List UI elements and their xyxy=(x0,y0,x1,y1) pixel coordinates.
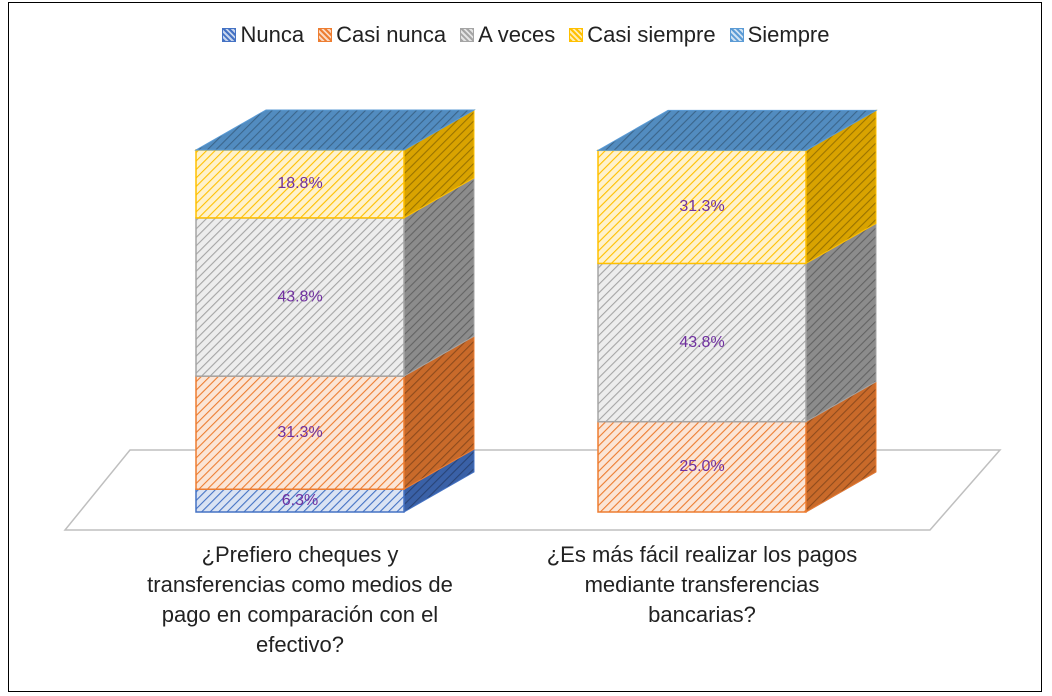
legend-item: Nunca xyxy=(222,22,304,48)
legend-label: Nunca xyxy=(240,22,305,47)
data-label: 31.3% xyxy=(679,198,724,215)
legend-swatch xyxy=(569,28,584,42)
bar-segment xyxy=(195,375,405,490)
legend-swatch xyxy=(318,28,333,42)
bar-segment xyxy=(597,420,807,513)
legend-label: A veces xyxy=(478,22,556,47)
legend-item: Siempre xyxy=(729,22,830,48)
bar-segment xyxy=(597,262,807,423)
bar-segment xyxy=(195,217,405,377)
legend-label: Casi siempre xyxy=(587,22,716,47)
legend-item: A veces xyxy=(460,22,555,48)
data-label: 43.8% xyxy=(679,334,724,351)
data-label: 18.8% xyxy=(277,175,322,192)
bar-segment xyxy=(597,149,807,265)
x-tick-label: ¿Prefiero cheques y transferencias como … xyxy=(147,542,453,657)
legend-label: Siempre xyxy=(747,22,830,47)
legend-swatch xyxy=(460,28,475,42)
chart-frame xyxy=(8,2,1042,692)
legend-item: Casi siempre xyxy=(569,22,716,48)
data-label: 6.3% xyxy=(282,492,318,509)
bar-segment xyxy=(195,149,405,219)
data-label: 31.3% xyxy=(277,424,322,441)
legend-swatch xyxy=(729,28,744,42)
data-label: 43.8% xyxy=(277,288,322,305)
legend-label: Casi nunca xyxy=(336,22,447,47)
legend-item: Casi nunca xyxy=(318,22,446,48)
x-tick-label: ¿Es más fácil realizar los pagos mediant… xyxy=(546,542,858,627)
bar-top xyxy=(194,109,476,151)
bar-top xyxy=(596,109,878,151)
legend: Nunca Casi nunca A veces Casi siempre Siempr… xyxy=(0,22,1052,48)
legend-swatch xyxy=(222,28,237,42)
data-label: 25.0% xyxy=(679,458,724,475)
